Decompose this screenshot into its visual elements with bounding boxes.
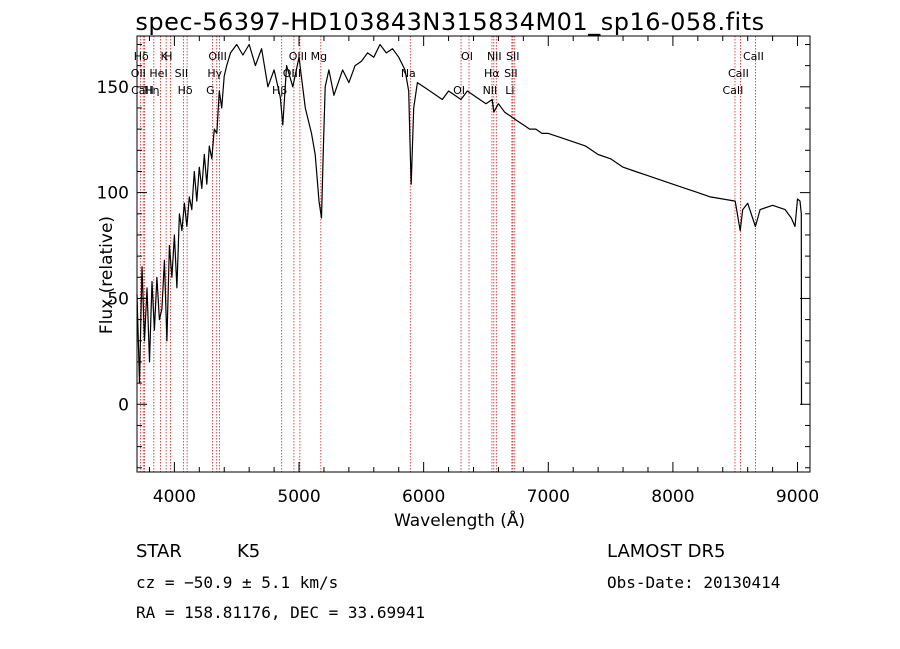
plot-frame [136,35,811,473]
y-tick-label: 0 [118,395,129,415]
line-marker-label: OIII [208,50,226,63]
line-marker-label: Hη [144,84,159,97]
line-marker-label: CaII [743,50,764,63]
line-marker-label: OII [131,67,146,80]
line-marker-label: OIII [289,50,307,63]
line-marker-label: SII [506,50,519,63]
x-tick-label: 9000 [776,487,819,507]
line-marker-layer [139,36,756,472]
line-marker-label: Hδ [178,84,193,97]
chart-title: spec-56397-HD103843N315834M01_sp16-058.f… [135,8,765,36]
x-tick-label: 5000 [277,487,320,507]
object-subclass: K5 [237,541,261,562]
line-marker-label: HeI [149,67,167,80]
line-marker-label: Hγ [207,67,222,80]
line-marker-label: H [164,50,172,63]
line-marker-label-layer: HδOIICaHKHeIHηHSIIHδOIIIHγGOIIIOIIIHβMgN… [131,50,764,97]
x-tick-label: 6000 [402,487,445,507]
line-marker-label: Hα [484,67,500,80]
line-marker-label: NII [483,84,498,97]
y-tick-label: 50 [107,289,129,309]
survey-name: LAMOST DR5 [607,541,726,562]
line-marker-label: K [161,50,169,63]
x-tick-label: 7000 [527,487,570,507]
line-marker-label: Hβ [272,84,287,97]
axes-layer: 4000 5000 6000 7000 8000 9000 0 50 100 150 [97,35,819,507]
line-marker-label: Li [505,84,514,97]
line-marker-label: SII [504,67,517,80]
object-class: STAR [136,541,182,562]
line-marker-label: G [206,84,215,97]
redshift-velocity: cz = −50.9 ± 5.1 km/s [136,573,339,592]
y-tick-label: 150 [97,78,129,98]
coordinates: RA = 158.81176, DEC = 33.69941 [136,603,425,622]
x-axis-label: Wavelength (Å) [394,511,526,531]
line-marker-label: SII [175,67,188,80]
line-marker-label: CaII [728,67,749,80]
line-marker-label: OI [453,84,465,97]
y-tick-label: 100 [97,184,129,204]
line-marker-label: Hδ [134,50,149,63]
spectrum-line [136,43,803,405]
line-marker-label: Mg [311,50,327,63]
line-marker-label: Na [401,67,416,80]
line-marker-label: CaII [723,84,744,97]
line-marker-label: OI [461,50,473,63]
line-marker-label: NII [487,50,502,63]
spectrum-layer [136,43,803,405]
observation-date: Obs-Date: 20130414 [607,573,781,592]
x-tick-label: 4000 [153,487,196,507]
x-tick-label: 8000 [651,487,694,507]
